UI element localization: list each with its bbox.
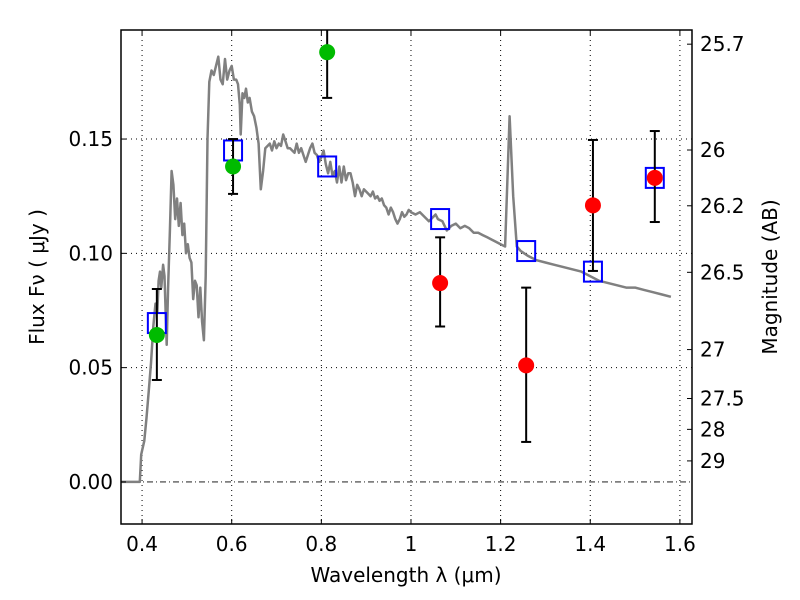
x-tick-label: 1.4	[574, 532, 606, 556]
model-photometry-square	[516, 240, 537, 263]
right-tick-label: 27.5	[700, 386, 745, 410]
y-axis-label: Flux Fν ( μJy )	[25, 209, 49, 345]
y-tick-label: 0.00	[68, 470, 113, 494]
y-tick-label: 0.05	[68, 356, 113, 380]
right-tick-label: 28	[700, 417, 725, 441]
right-axis-label-text: Magnitude (AB)	[758, 199, 782, 354]
x-tick-label: 0.6	[216, 532, 248, 556]
right-tick-label: 25.7	[700, 32, 745, 56]
right-tick-label: 26.2	[700, 194, 745, 218]
model-photometry-square	[317, 155, 338, 178]
right-axis-label: Magnitude (AB)	[758, 199, 782, 354]
y-axis-label-text: Flux Fν ( μJy )	[25, 209, 49, 345]
red-data-point	[584, 197, 601, 214]
model-photometry-square	[430, 208, 451, 231]
right-tick-label: 27	[700, 338, 725, 362]
y-tick-label: 0.15	[68, 127, 113, 151]
x-tick-label: 1	[405, 532, 418, 556]
x-tick-label: 0.8	[305, 532, 337, 556]
right-axis-ticks: 25.7 26 26.2 26.5 27 27.5 28 29	[687, 32, 745, 473]
x-tick-label: 1.6	[664, 532, 696, 556]
x-tick-label: 1.2	[485, 532, 517, 556]
x-axis-ticks: 0.4 0.6 0.8 1 1.2 1.4 1.6	[126, 30, 696, 556]
plot-area	[121, 30, 672, 484]
red-data-point	[518, 357, 535, 374]
green-data-point	[148, 326, 165, 343]
right-tick-label: 26	[700, 138, 725, 162]
right-tick-label: 29	[700, 449, 725, 473]
x-tick-label: 0.4	[126, 532, 158, 556]
spectrum-line	[121, 55, 672, 484]
right-tick-label: 26.5	[700, 260, 745, 284]
red-data-point	[432, 275, 449, 292]
x-axis-label: Wavelength λ (μm)	[310, 563, 501, 587]
x-axis-label-text: Wavelength λ (μm)	[310, 563, 501, 587]
y-axis-ticks: 0.00 0.05 0.10 0.15	[68, 127, 126, 494]
green-data-point	[225, 158, 242, 175]
green-data-point	[319, 44, 336, 61]
y-tick-label: 0.10	[68, 241, 113, 265]
red-data-point	[646, 169, 663, 186]
plot-frame	[120, 29, 693, 525]
